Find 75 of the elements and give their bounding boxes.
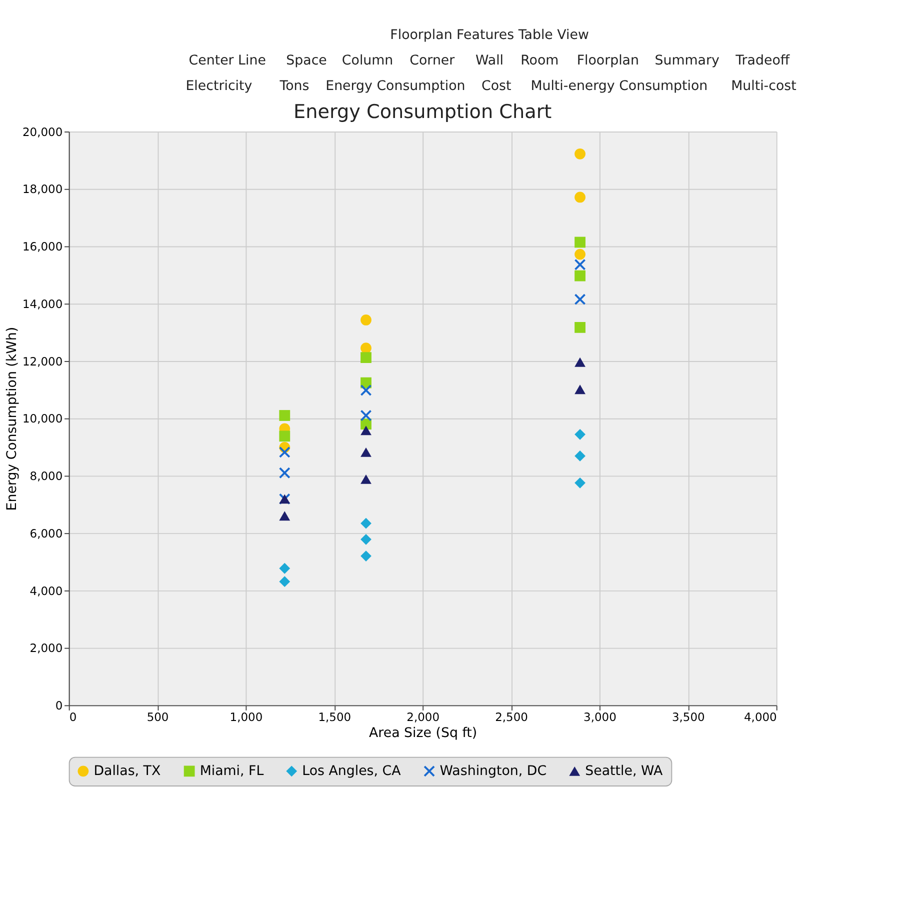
point [574,259,586,270]
point [574,357,586,367]
text: Wall [476,54,504,69]
text: Center Line [188,54,266,69]
x-tick-label: 4,000 [744,710,777,724]
text: Space [286,54,327,69]
legend-label: Seattle, WA [585,764,664,779]
y-axis-title: Energy Consumption (kWh) [4,326,20,511]
point [279,511,290,521]
point [360,426,372,436]
x-tick-label: 500 [146,710,169,724]
y-tick-label: 16,000 [22,240,63,254]
x-tick-label: 3,000 [584,710,616,724]
x-tick-label: 3,500 [672,710,705,724]
text: Floorplan [576,54,639,69]
y-tick-label: 20,000 [22,124,63,139]
legend-label: Miami, FL [200,764,264,779]
point [360,447,372,457]
point [279,467,290,478]
text: Floorplan Features Table View [390,28,589,44]
point [360,518,372,529]
text: Electricity [186,79,252,94]
x-tick-label: 2,500 [495,710,528,724]
legend-label: Dallas, TX [94,764,161,779]
point [574,148,586,160]
text: Multi-cost [731,79,796,94]
text: Corner [410,54,456,69]
point [574,236,586,248]
y-tick-label: 2,000 [30,641,63,656]
point [574,384,586,394]
y-tick-label: 12,000 [22,354,63,368]
point [279,430,290,442]
x-axis-title: Area Size (Sq ft) [369,726,478,742]
y-tick-label: 14,000 [22,296,63,311]
y-tick-label: 8,000 [30,469,63,484]
point [279,410,290,421]
point [279,562,290,574]
point [574,248,586,260]
point [360,474,372,484]
x-tick-label: 0 [69,710,77,724]
y-tick-label: 10,000 [22,412,63,426]
legend-label: Washington, DC [440,764,547,779]
point [574,270,586,282]
y-tick-label: 4,000 [30,584,63,598]
chart-title: Energy Consumption Chart [294,100,552,124]
text: Summary [654,54,720,69]
y-tick-label: 6,000 [30,526,63,540]
point [574,477,586,488]
point [574,294,586,305]
point [574,450,586,462]
point [360,342,372,354]
text: Tons [278,79,310,94]
x-tick-label: 1,500 [318,710,352,724]
text: Multi-energy Consumption [530,79,708,94]
y-tick-label: 18,000 [22,182,63,196]
text: Room [520,54,559,69]
y-tick-label: 0 [55,698,63,712]
point [574,428,586,440]
text: Cost [482,79,512,94]
legend-label: Los Angles, CA [302,764,402,779]
point [360,384,372,396]
x-tick-label: 2,000 [406,710,440,724]
point [360,410,372,421]
text: Tradeoff [734,54,790,69]
text: Column [342,54,394,69]
x-tick-label: 1,000 [230,710,263,724]
point [360,534,372,545]
point [574,192,586,203]
point [279,446,290,458]
point [360,314,372,326]
point [574,322,586,333]
point [360,352,372,364]
point [360,550,372,562]
point [279,576,290,588]
text: Energy Consumption [326,79,466,94]
